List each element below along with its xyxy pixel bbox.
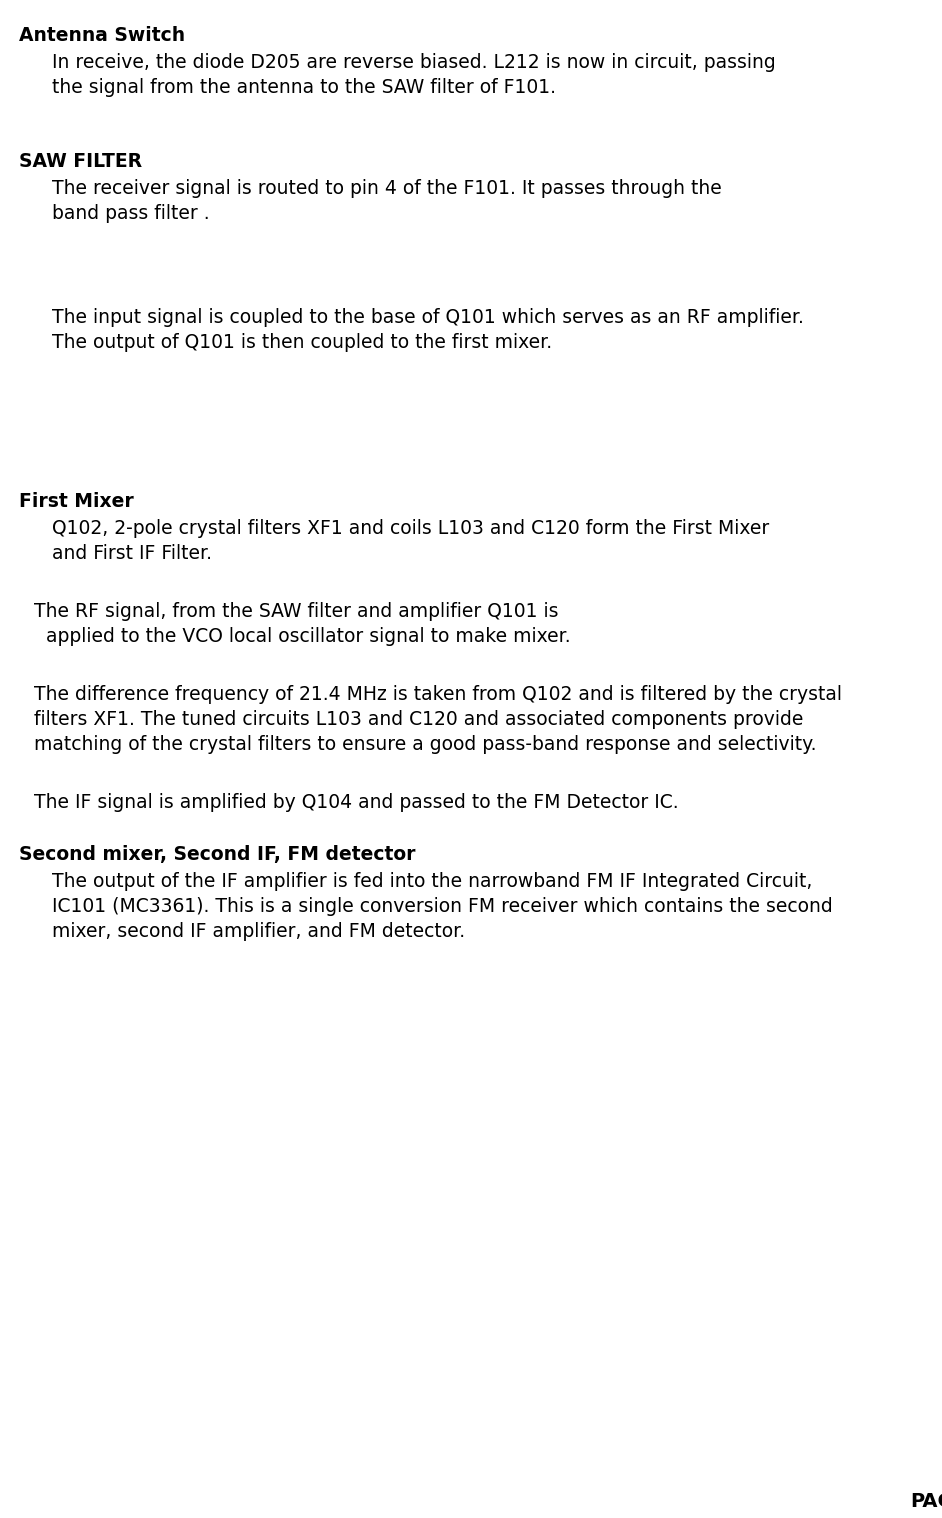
Text: PAGE10: PAGE10 bbox=[910, 1492, 942, 1510]
Text: The IF signal is amplified by Q104 and passed to the FM Detector IC.: The IF signal is amplified by Q104 and p… bbox=[34, 792, 678, 812]
Text: The difference frequency of 21.4 MHz is taken from Q102 and is filtered by the c: The difference frequency of 21.4 MHz is … bbox=[34, 685, 841, 704]
Text: mixer, second IF amplifier, and FM detector.: mixer, second IF amplifier, and FM detec… bbox=[52, 921, 465, 941]
Text: First Mixer: First Mixer bbox=[19, 492, 134, 512]
Text: filters XF1. The tuned circuits L103 and C120 and associated components provide: filters XF1. The tuned circuits L103 and… bbox=[34, 710, 803, 729]
Text: the signal from the antenna to the SAW filter of F101.: the signal from the antenna to the SAW f… bbox=[52, 77, 556, 97]
Text: The receiver signal is routed to pin 4 of the F101. It passes through the: The receiver signal is routed to pin 4 o… bbox=[52, 179, 722, 197]
Text: The input signal is coupled to the base of Q101 which serves as an RF amplifier.: The input signal is coupled to the base … bbox=[52, 308, 804, 326]
Text: The output of Q101 is then coupled to the first mixer.: The output of Q101 is then coupled to th… bbox=[52, 332, 552, 352]
Text: band pass filter .: band pass filter . bbox=[52, 203, 209, 223]
Text: Antenna Switch: Antenna Switch bbox=[19, 26, 185, 46]
Text: and First IF Filter.: and First IF Filter. bbox=[52, 543, 212, 563]
Text: The output of the IF amplifier is fed into the narrowband FM IF Integrated Circu: The output of the IF amplifier is fed in… bbox=[52, 871, 812, 891]
Text: matching of the crystal filters to ensure a good pass-band response and selectiv: matching of the crystal filters to ensur… bbox=[34, 735, 816, 754]
Text: In receive, the diode D205 are reverse biased. L212 is now in circuit, passing: In receive, the diode D205 are reverse b… bbox=[52, 53, 775, 71]
Text: applied to the VCO local oscillator signal to make mixer.: applied to the VCO local oscillator sign… bbox=[34, 627, 570, 647]
Text: The RF signal, from the SAW filter and amplifier Q101 is: The RF signal, from the SAW filter and a… bbox=[34, 603, 559, 621]
Text: SAW FILTER: SAW FILTER bbox=[19, 152, 142, 172]
Text: IC101 (MC3361). This is a single conversion FM receiver which contains the secon: IC101 (MC3361). This is a single convers… bbox=[52, 897, 833, 915]
Text: Second mixer, Second IF, FM detector: Second mixer, Second IF, FM detector bbox=[19, 846, 415, 864]
Text: Q102, 2-pole crystal filters XF1 and coils L103 and C120 form the First Mixer: Q102, 2-pole crystal filters XF1 and coi… bbox=[52, 519, 769, 537]
